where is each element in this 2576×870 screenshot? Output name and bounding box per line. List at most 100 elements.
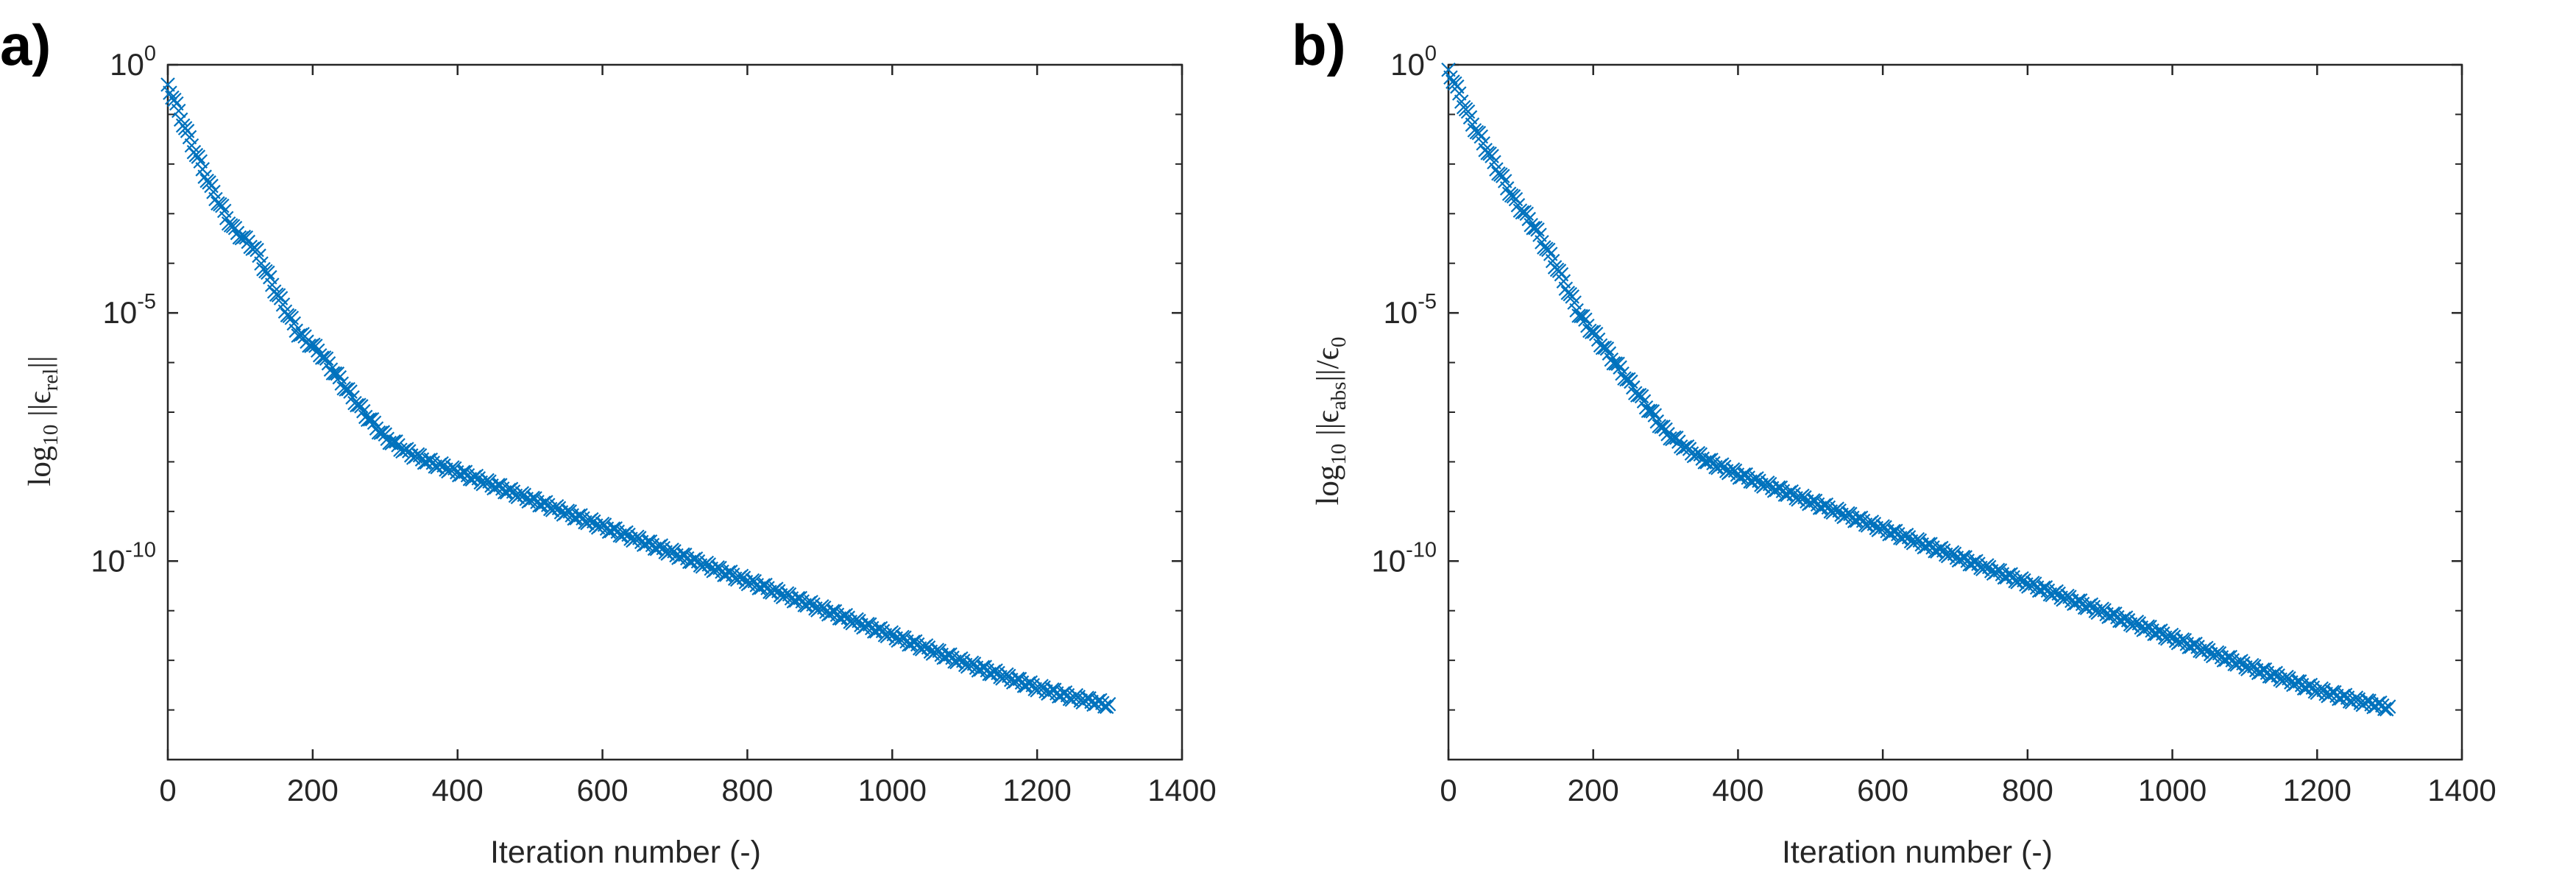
panel-a-ylabel-middle: ||ϵ <box>23 391 57 424</box>
x-tick-label: 800 <box>2002 773 2053 807</box>
x-tick-label: 1200 <box>1002 773 1071 807</box>
data-point <box>1519 206 1535 222</box>
data-point <box>193 154 208 169</box>
data-point <box>608 521 623 536</box>
panel-b-plot-area: 0 200 400 600 800 1000 1200 1400 100 10-5 10-10 <box>1371 42 2496 807</box>
data-point <box>1530 222 1545 237</box>
data-point <box>223 218 238 233</box>
data-point <box>1480 146 1495 160</box>
data-point <box>1704 452 1719 467</box>
data-point <box>1540 242 1556 258</box>
data-point <box>1571 308 1586 323</box>
y-tick-label: 10-5 <box>102 290 156 330</box>
y-tick-label: 10-10 <box>91 538 156 578</box>
data-point <box>163 85 177 100</box>
data-point <box>197 169 212 184</box>
data-series <box>1441 62 2396 717</box>
panel-a-ylabel-sub2: rel <box>39 369 63 392</box>
panel-b-ylabel-sub3: 0 <box>1327 336 1351 347</box>
data-point <box>261 265 275 280</box>
data-series <box>160 77 1117 715</box>
x-tick-label: 1000 <box>2138 773 2207 807</box>
x-tick-label: 0 <box>159 773 176 807</box>
data-point <box>319 351 334 366</box>
y-tick-label: 10-10 <box>1371 538 1437 578</box>
data-point <box>1901 530 1917 545</box>
data-point <box>955 654 971 668</box>
data-point <box>202 175 216 190</box>
data-point <box>364 411 380 427</box>
data-point <box>1101 696 1117 712</box>
data-point <box>471 471 486 486</box>
data-point <box>1454 94 1469 109</box>
panel-a-ylabel-suffix: || <box>23 356 57 368</box>
panel-a-xlabel: Iteration number (-) <box>490 835 761 870</box>
data-point <box>391 438 406 453</box>
x-tick-label: 0 <box>1440 773 1457 807</box>
panel-a: a) 0 200 400 600 800 1000 1200 1400 100 10-5 10-10… <box>0 13 1217 870</box>
data-point <box>621 527 636 542</box>
x-tick-label: 200 <box>287 773 339 807</box>
x-tick-label: 1400 <box>1147 773 1216 807</box>
data-point <box>238 230 254 245</box>
data-point <box>1535 235 1549 250</box>
data-point <box>308 339 323 353</box>
x-tick-label: 1200 <box>2283 773 2352 807</box>
data-point <box>886 626 902 642</box>
x-tick-label: 400 <box>432 773 484 807</box>
data-point <box>302 338 316 353</box>
data-point <box>1495 169 1510 183</box>
data-point <box>1693 447 1708 462</box>
data-point <box>182 130 197 145</box>
data-point <box>771 584 786 598</box>
panel-b-xlabel: Iteration number (-) <box>1782 835 2053 870</box>
data-point <box>1641 403 1656 418</box>
data-point <box>806 597 821 612</box>
data-point <box>232 230 247 245</box>
data-point <box>1716 459 1732 475</box>
data-point <box>921 640 936 655</box>
data-point <box>2086 599 2101 615</box>
panel-b-ylabel-sub2: abs <box>1327 382 1351 411</box>
data-point <box>378 427 393 442</box>
data-point <box>1499 181 1515 196</box>
data-point <box>339 382 353 397</box>
x-tick-label: 200 <box>1568 773 1619 807</box>
data-point <box>2017 573 2031 588</box>
data-point <box>1981 559 1997 575</box>
data-point <box>1866 517 1882 531</box>
data-point <box>1752 473 1766 489</box>
panel-a-ylabel-sub: 10 <box>39 425 63 446</box>
data-point <box>2236 656 2251 671</box>
data-point <box>354 399 369 414</box>
data-point <box>1645 404 1660 419</box>
data-point <box>2381 699 2396 714</box>
data-point <box>1832 503 1847 518</box>
data-point <box>2201 643 2216 657</box>
data-point <box>551 501 567 516</box>
data-point <box>1443 70 1458 85</box>
data-point <box>2051 586 2066 601</box>
panel-b-ylabel-suffix: ||/ϵ <box>1311 347 1345 382</box>
panel-b-ylabel: log10 ||ϵabs||/ϵ0 <box>1311 336 1351 505</box>
panel-b: b) 0 200 400 600 800 1000 1200 140010010-510-10… <box>1292 13 2497 870</box>
panel-b-letter: b) <box>1292 13 1346 77</box>
x-tick-label: 1400 <box>2427 773 2496 807</box>
data-point <box>160 77 175 92</box>
data-point <box>167 92 182 107</box>
x-tick-label: 1000 <box>858 773 927 807</box>
x-tick-label: 600 <box>1857 773 1908 807</box>
data-point <box>2166 629 2182 644</box>
panel-b-ylabel-prefix: log <box>1311 465 1345 506</box>
data-point <box>1599 341 1615 356</box>
data-point <box>943 647 958 662</box>
data-point <box>1610 356 1625 371</box>
data-point <box>325 366 341 381</box>
data-point <box>2377 701 2392 716</box>
y-tick-label: 100 <box>1390 42 1437 82</box>
y-tick-label: 100 <box>110 42 156 82</box>
panel-a-ylabel: log10 ||ϵrel|| <box>23 356 63 486</box>
x-tick-label: 400 <box>1712 773 1763 807</box>
